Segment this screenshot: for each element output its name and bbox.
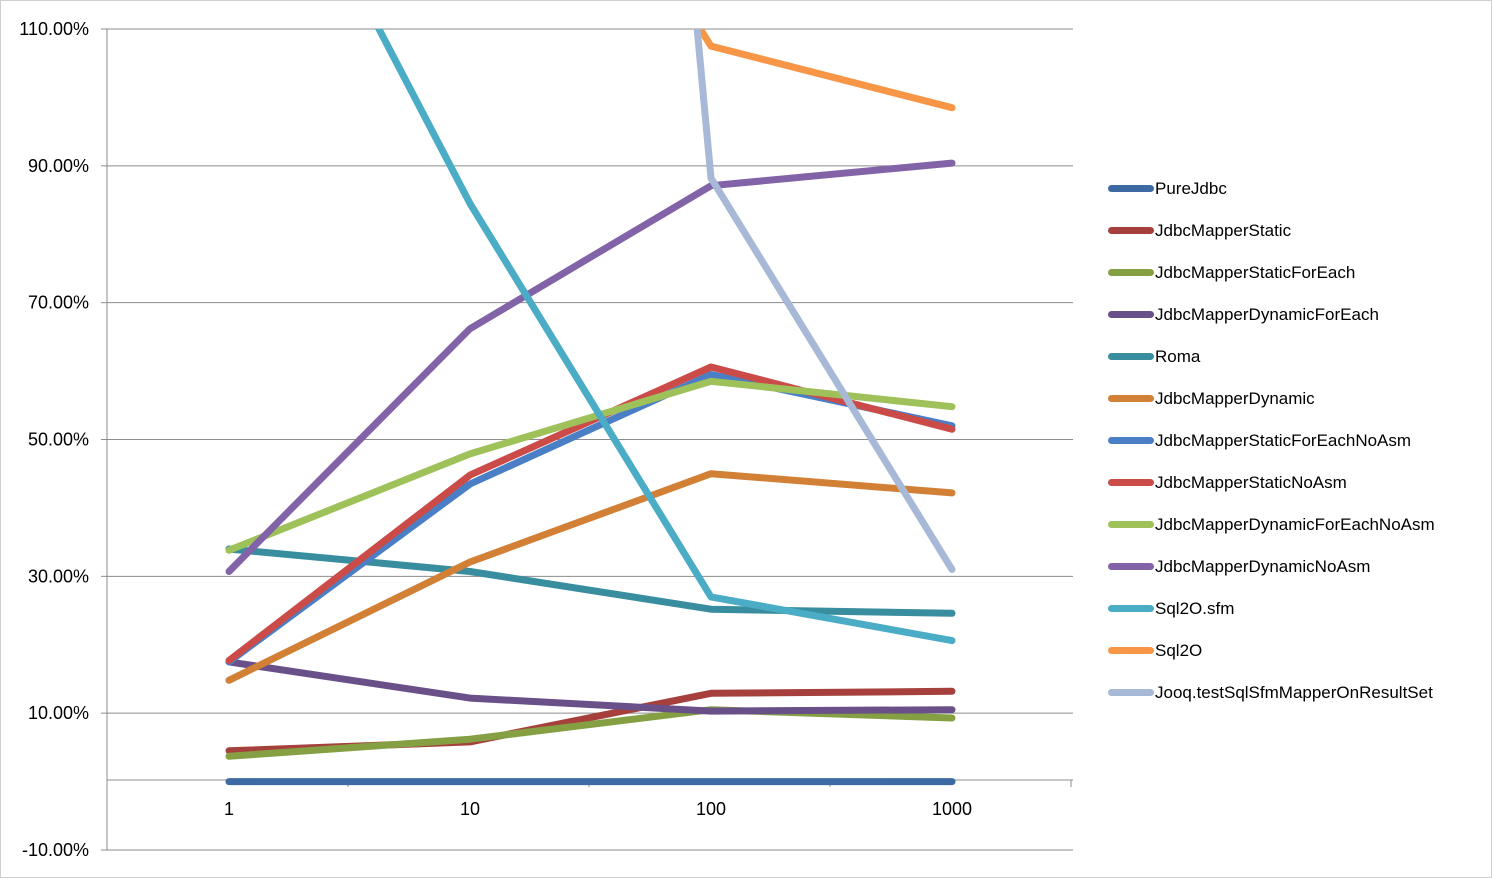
legend-item: JdbcMapperDynamicNoAsm xyxy=(1108,554,1488,596)
legend-swatch xyxy=(1108,311,1154,318)
y-tick-label: 10.00% xyxy=(28,703,89,723)
series-line-sql2o-sfm xyxy=(375,29,956,645)
legend: PureJdbc JdbcMapperStatic JdbcMapperStatic… xyxy=(1108,176,1488,722)
series-line-jooq-testsqlsfmmapperonresultset xyxy=(707,174,956,573)
legend-item: JdbcMapperDynamicForEachNoAsm xyxy=(1108,512,1488,554)
legend-swatch xyxy=(1108,479,1154,486)
legend-label: Sql2O xyxy=(1155,641,1203,660)
series-line-jdbcmapperdynamic xyxy=(225,470,956,684)
legend-label: JdbcMapperStatic xyxy=(1155,221,1292,240)
series-line-sql2o xyxy=(707,42,956,112)
legend-item: Sql2O.sfm xyxy=(1108,596,1488,638)
legend-item: Sql2O xyxy=(1108,638,1488,680)
legend-swatch xyxy=(1108,563,1154,570)
x-tick-label: 100 xyxy=(696,799,726,819)
legend-label: JdbcMapperDynamicForEach xyxy=(1155,305,1379,324)
series-line-sql2o-entry xyxy=(696,29,715,50)
y-axis-tick-labels: -10.00% 10.00% 30.00% 50.00% 70.00% 90.00% 110… xyxy=(19,19,89,860)
series-line-jdbcmapperdynamicforeachnoasm xyxy=(225,377,956,554)
x-tick-label: 1 xyxy=(224,799,234,819)
legend-label: JdbcMapperStaticNoAsm xyxy=(1155,473,1347,492)
legend-swatch xyxy=(1108,353,1154,360)
legend-label: PureJdbc xyxy=(1155,179,1227,198)
legend-swatch xyxy=(1108,437,1154,444)
legend-label: JdbcMapperDynamicForEachNoAsm xyxy=(1155,515,1435,534)
legend-item: JdbcMapperDynamicForEach xyxy=(1108,302,1488,344)
legend-label: Roma xyxy=(1155,347,1201,366)
y-tick-label: 50.00% xyxy=(28,430,89,450)
series-line-roma xyxy=(225,545,956,617)
y-tick-label: 30.00% xyxy=(28,566,89,586)
y-tick-label: 70.00% xyxy=(28,293,89,313)
legend-label: JdbcMapperDynamicNoAsm xyxy=(1155,557,1371,576)
y-tick-label: 90.00% xyxy=(28,156,89,176)
x-tick-label: 10 xyxy=(460,799,480,819)
legend-item: Roma xyxy=(1108,344,1488,386)
legend-item: JdbcMapperStatic xyxy=(1108,218,1488,260)
legend-item: PureJdbc xyxy=(1108,176,1488,218)
legend-swatch xyxy=(1108,605,1154,612)
x-axis-tick-labels: 1 10 100 1000 xyxy=(224,799,972,819)
legend-item: JdbcMapperStaticForEach xyxy=(1108,260,1488,302)
legend-item: JdbcMapperStaticNoAsm xyxy=(1108,470,1488,512)
legend-swatch xyxy=(1108,395,1154,402)
series-line-jdbcmapperdynamicforeach xyxy=(225,658,956,715)
legend-item: JdbcMapperStaticForEachNoAsm xyxy=(1108,428,1488,470)
legend-label: Jooq.testSqlSfmMapperOnResultSet xyxy=(1155,683,1433,702)
y-tick-label: -10.00% xyxy=(22,840,89,860)
legend-label: Sql2O.sfm xyxy=(1155,599,1235,618)
legend-swatch xyxy=(1108,269,1154,276)
legend-swatch xyxy=(1108,521,1154,528)
legend-swatch xyxy=(1108,689,1154,696)
x-tick-label: 1000 xyxy=(932,799,972,819)
legend-item: JdbcMapperDynamic xyxy=(1108,386,1488,428)
series-line-jdbcmapperstaticnoasm xyxy=(225,363,956,664)
series-line-jdbcmapperdynamicnoasm xyxy=(225,159,956,575)
legend-label: JdbcMapperDynamic xyxy=(1155,389,1315,408)
series-lines xyxy=(225,29,956,786)
legend-label: JdbcMapperStaticForEach xyxy=(1155,263,1356,282)
legend-swatch xyxy=(1108,185,1154,192)
legend-swatch xyxy=(1108,647,1154,654)
series-line-jooq-entry xyxy=(693,29,715,182)
legend-label: JdbcMapperStaticForEachNoAsm xyxy=(1155,431,1412,450)
y-tick-label: 110.00% xyxy=(19,19,89,39)
legend-item: Jooq.testSqlSfmMapperOnResultSet xyxy=(1108,680,1488,722)
legend-swatch xyxy=(1108,227,1154,234)
